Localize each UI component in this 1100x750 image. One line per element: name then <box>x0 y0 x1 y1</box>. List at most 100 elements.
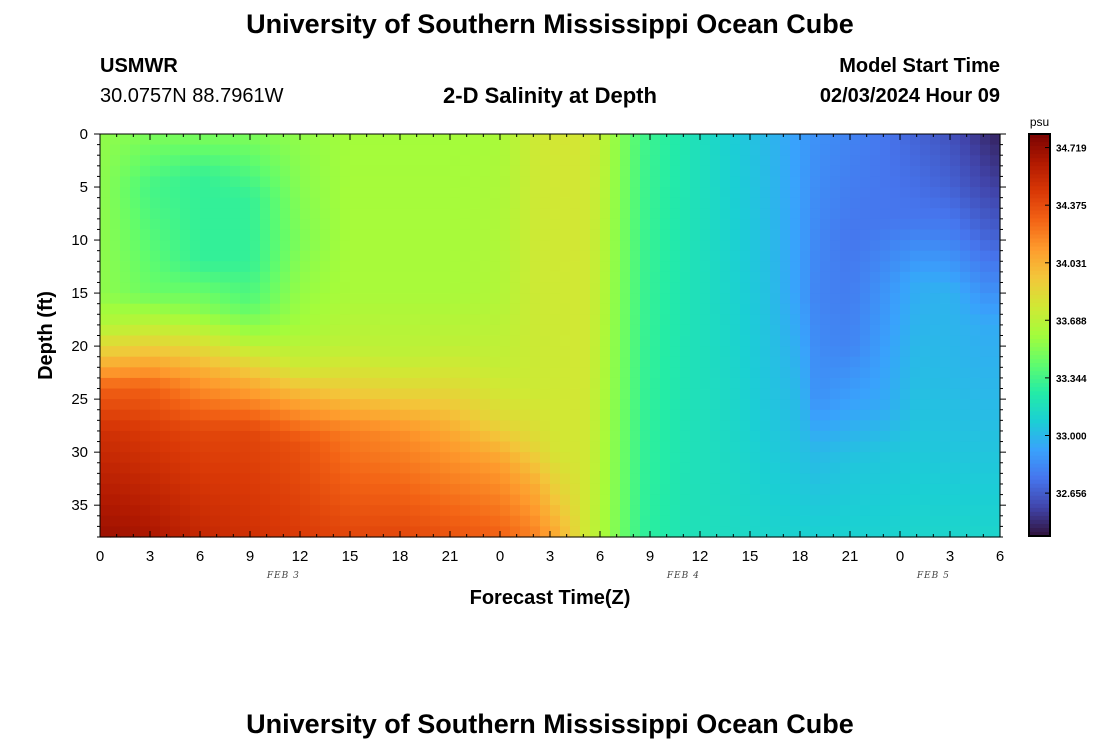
heatmap-cell <box>560 218 571 231</box>
y-tick-label: 10 <box>71 232 88 249</box>
heatmap-cell <box>100 399 111 411</box>
heatmap-cell <box>400 218 411 231</box>
colorbar-segment <box>1029 190 1050 195</box>
heatmap-cell <box>640 282 651 294</box>
heatmap-cell <box>620 155 631 167</box>
heatmap-cell <box>800 293 811 305</box>
heatmap-cell <box>120 229 131 241</box>
heatmap-cell <box>270 367 281 379</box>
heatmap-cell <box>670 409 681 421</box>
heatmap-cell <box>730 261 741 273</box>
heatmap-cell <box>760 346 771 358</box>
heatmap-cell <box>200 293 211 305</box>
heatmap-cell <box>740 271 751 284</box>
heatmap-cell <box>900 303 911 315</box>
heatmap-cell <box>800 388 811 400</box>
heatmap-cell <box>380 494 391 506</box>
x-tick-label: 12 <box>692 548 709 565</box>
heatmap-cell <box>270 356 281 368</box>
heatmap-cell <box>260 441 271 453</box>
heatmap-cell <box>270 155 281 167</box>
heatmap-cell <box>380 293 391 305</box>
heatmap-cell <box>610 346 621 358</box>
heatmap-cell <box>500 187 511 199</box>
heatmap-cell <box>210 346 221 358</box>
heatmap-cell <box>310 367 321 379</box>
heatmap-cell <box>560 303 571 315</box>
heatmap-cell <box>550 441 561 453</box>
heatmap-cell <box>550 314 561 326</box>
heatmap-cell <box>990 197 1001 209</box>
heatmap-cell <box>340 515 351 527</box>
heatmap-cell <box>940 526 951 538</box>
heatmap-cell <box>650 165 661 178</box>
heatmap-cell <box>600 197 611 209</box>
colorbar-segment <box>1029 274 1050 280</box>
heatmap-cell <box>210 526 221 538</box>
heatmap-cell <box>520 134 531 146</box>
heatmap-cell <box>180 526 191 538</box>
heatmap-cell <box>780 483 791 496</box>
heatmap-cell <box>850 526 861 538</box>
heatmap-cell <box>930 187 941 199</box>
heatmap-cell <box>240 399 251 411</box>
heatmap-cell <box>280 155 291 167</box>
heatmap-cell <box>530 208 541 220</box>
heatmap-cell <box>660 240 671 252</box>
heatmap-cell <box>880 462 891 474</box>
heatmap-cell <box>910 271 921 284</box>
heatmap-cell <box>170 515 181 527</box>
heatmap-cell <box>470 187 481 199</box>
heatmap-cell <box>730 144 741 156</box>
x-tick-label: 3 <box>146 548 154 565</box>
heatmap-cell <box>820 430 831 443</box>
colorbar-segment <box>1029 475 1050 481</box>
heatmap-cell <box>120 271 131 284</box>
heatmap-cell <box>250 134 261 146</box>
heatmap-cell <box>390 399 401 411</box>
heatmap-cell <box>110 441 121 453</box>
heatmap-cell <box>850 165 861 178</box>
heatmap-cell <box>860 399 871 411</box>
heatmap-cell <box>810 377 821 390</box>
heatmap-cell <box>190 250 201 262</box>
heatmap-cell <box>690 314 701 326</box>
heatmap-cell <box>460 293 471 305</box>
heatmap-cell <box>470 271 481 284</box>
heatmap-cell <box>830 144 841 156</box>
heatmap-cell <box>210 515 221 527</box>
heatmap-cell <box>770 430 781 443</box>
heatmap-cell <box>100 187 111 199</box>
heatmap-cell <box>500 409 511 421</box>
heatmap-cell <box>530 377 541 390</box>
heatmap-cell <box>220 229 231 241</box>
heatmap-cell <box>100 250 111 262</box>
heatmap-cell <box>100 388 111 400</box>
heatmap-cell <box>210 187 221 199</box>
heatmap-cell <box>140 165 151 178</box>
heatmap-cell <box>700 250 711 262</box>
heatmap-cell <box>100 494 111 506</box>
heatmap-cell <box>170 452 181 464</box>
heatmap-cell <box>620 271 631 284</box>
heatmap-cell <box>140 134 151 146</box>
heatmap-cell <box>780 282 791 294</box>
heatmap-cell <box>250 356 261 368</box>
heatmap-cell <box>880 240 891 252</box>
heatmap-cell <box>790 229 801 241</box>
heatmap-cell <box>290 526 301 538</box>
heatmap-cell <box>190 473 201 485</box>
heatmap-cell <box>670 261 681 273</box>
x-tick-label: 6 <box>196 548 204 565</box>
heatmap-cell <box>850 420 861 432</box>
heatmap-cell <box>330 208 341 220</box>
heatmap-cell <box>150 356 161 368</box>
heatmap-cell <box>310 505 321 517</box>
heatmap-cell <box>670 187 681 199</box>
heatmap-cell <box>500 314 511 326</box>
heatmap-cell <box>110 388 121 400</box>
heatmap-cell <box>530 282 541 294</box>
heatmap-cell <box>210 282 221 294</box>
heatmap-cell <box>830 282 841 294</box>
heatmap-cell <box>450 303 461 315</box>
